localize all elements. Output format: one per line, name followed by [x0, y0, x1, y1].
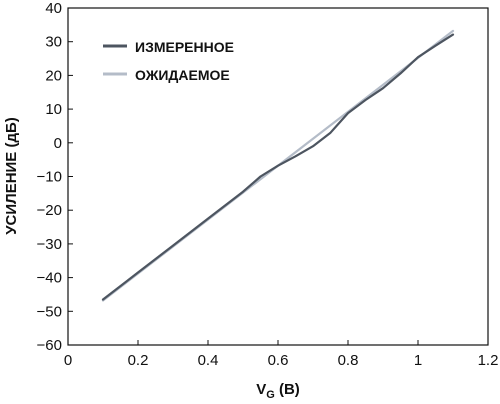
y-tick-label: −40: [37, 270, 62, 287]
legend: ИЗМЕРЕННОЕ ОЖИДАЕМОЕ: [103, 39, 234, 83]
y-tick-label: 20: [45, 67, 62, 84]
legend-label-expected: ОЖИДАЕМОЕ: [135, 67, 230, 83]
x-tick-label: 0.2: [128, 352, 149, 369]
y-tick-label: 40: [45, 0, 62, 17]
y-tick-label: −60: [37, 337, 62, 354]
plot-frame: [67, 7, 489, 346]
y-tick-label: −20: [37, 202, 62, 219]
x-axis-title-main: V: [256, 381, 266, 398]
y-tick-label: −50: [37, 303, 62, 320]
x-axis-title: VG (В): [256, 381, 300, 401]
y-tick-label: 10: [45, 101, 62, 118]
legend-label-measured: ИЗМЕРЕННОЕ: [135, 39, 234, 55]
x-tick-label: 1: [414, 352, 422, 369]
x-tick-label: 0.4: [198, 352, 219, 369]
series-line-measured: [101, 33, 455, 301]
x-tick-label: 0.6: [268, 352, 289, 369]
x-axis-title-subscript: G: [266, 389, 275, 401]
x-tick-label: 1.2: [478, 352, 499, 369]
x-tick-label: 0.8: [338, 352, 359, 369]
y-tick-label: −30: [37, 236, 62, 253]
y-axis-title: УСИЛЕНИЕ (дБ): [3, 117, 20, 235]
x-axis-title-unit: (В): [275, 381, 300, 398]
y-tick-label: −10: [37, 169, 62, 186]
y-tick-label: 30: [45, 34, 62, 51]
y-tick-label: 0: [54, 135, 62, 152]
x-tick-label: 0: [64, 352, 72, 369]
